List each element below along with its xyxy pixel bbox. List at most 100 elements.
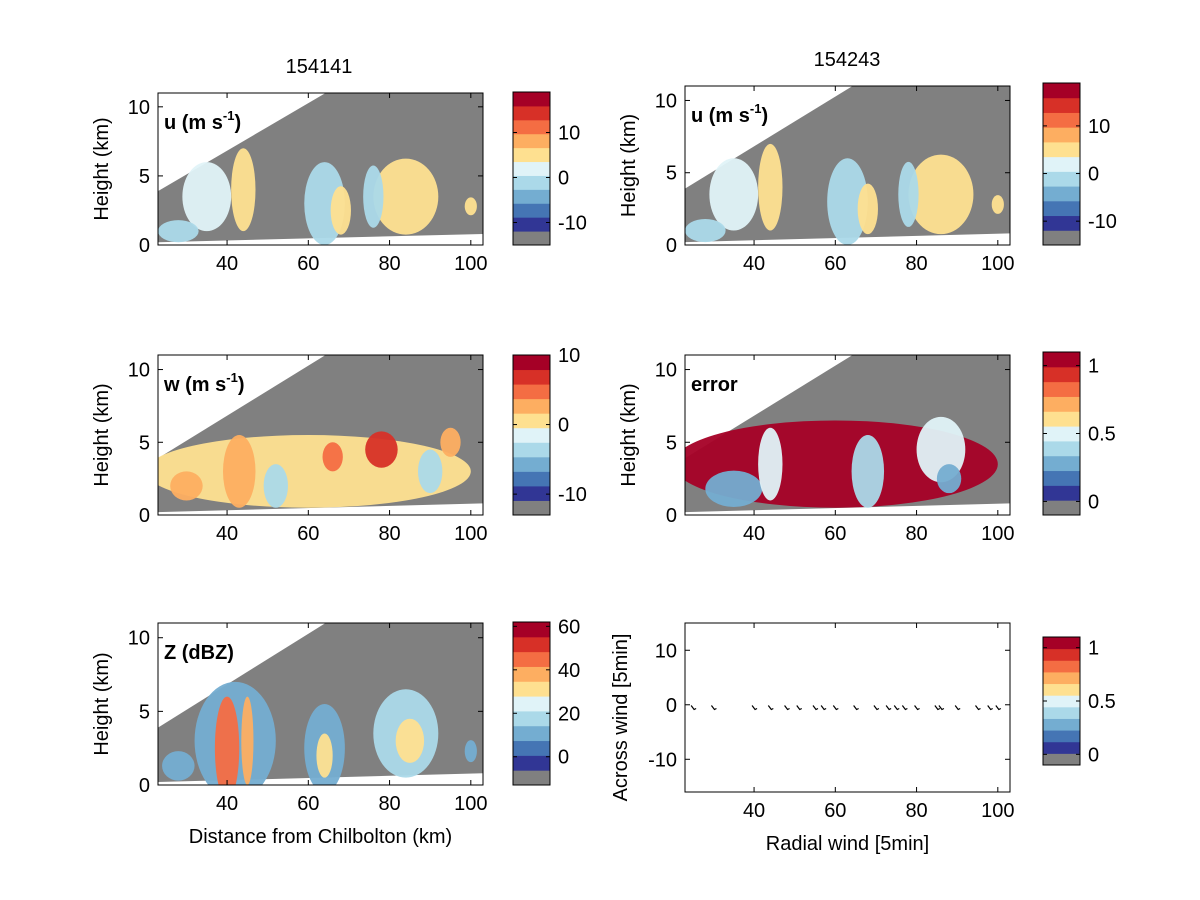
u-left-cb-tick-label-0: 10 — [558, 123, 580, 145]
u-left-xtick-label-0: 40 — [216, 253, 238, 275]
wind-right-arrow-5 — [796, 705, 803, 711]
u-right-echo-2 — [685, 218, 726, 243]
z-left-cb-tick-label-2: 20 — [558, 703, 580, 725]
u-left-xtick-label-2: 80 — [378, 253, 400, 275]
wind-right-colorbar-swatch-9 — [1043, 648, 1080, 661]
error-right-axes-frame — [684, 354, 1011, 516]
wind-right-arrow-19 — [987, 705, 993, 711]
title-left: 154141 — [286, 56, 353, 78]
u-right-echo-0 — [709, 158, 759, 231]
u-left-colorbar-swatch-10 — [513, 92, 550, 107]
u-right-colorbar-swatch-6 — [1043, 141, 1080, 158]
error-right-ytick-label-1: 5 — [666, 432, 677, 454]
error-right-colorbar-swatch-3 — [1043, 455, 1080, 472]
wind-right-arrow-18 — [975, 705, 981, 711]
wind-right-xtick-label-1: 60 — [824, 800, 846, 822]
error-right-panel-label: error — [691, 374, 738, 396]
error-right-colorbar-swatch-5 — [1043, 426, 1080, 442]
w-left-colorbar-swatch-8 — [513, 384, 550, 400]
wind-right-arrow-20 — [995, 705, 1002, 711]
u-right-axes-frame — [684, 85, 1011, 246]
wind-right-arrow-2 — [751, 705, 758, 711]
z-left-colorbar-swatch-8 — [513, 651, 550, 667]
wind-right-arrow-17 — [954, 705, 961, 711]
wind-right-axes-frame — [684, 622, 1011, 793]
z-left-cb-tick-label-1: 40 — [558, 660, 580, 682]
u-left-colorbar-swatch-6 — [513, 147, 550, 163]
wind-right-arrow-6 — [812, 705, 819, 711]
wind-right-arrow-12 — [893, 705, 900, 711]
w-left-cb-tick-label-1: 0 — [558, 415, 569, 437]
wind-right-arrow-8 — [832, 705, 839, 711]
z-left-echo-2 — [241, 696, 254, 785]
z-left-echo-4 — [316, 733, 333, 778]
wind-right-panel: Across wind [5min]40 60 80 100100-10Radial … — [610, 622, 1116, 855]
wind-right-ytick-label-2: -10 — [648, 749, 677, 771]
error-right-echo-1 — [705, 470, 763, 507]
error-right-colorbar-swatch-0 — [1043, 500, 1080, 516]
wind-right-arrow-1 — [710, 705, 717, 711]
wind-right-colorbar-swatch-0 — [1043, 753, 1080, 766]
z-left-cb-tick-label-0: 60 — [558, 616, 580, 638]
u-right-colorbar-swatch-10 — [1043, 83, 1080, 99]
wind-right-plot-area — [685, 623, 1010, 792]
u-right-colorbar-swatch-0 — [1043, 230, 1080, 246]
wind-right-ytick-label-0: 10 — [655, 640, 677, 662]
z-left-colorbar-swatch-4 — [513, 710, 550, 727]
w-left-colorbar-swatch-7 — [513, 398, 550, 414]
error-right-colorbar: 10.50 — [1042, 351, 1116, 516]
u-right-echo-3 — [827, 158, 868, 245]
u-left-ytick-label-1: 5 — [139, 166, 150, 188]
u-left-colorbar-swatch-8 — [513, 119, 550, 135]
u-left-echo-7 — [464, 197, 477, 216]
z-left-colorbar-swatch-0 — [513, 770, 550, 786]
u-left-colorbar-swatch-1 — [513, 217, 550, 232]
u-right-xtick-label-3: 100 — [981, 253, 1014, 275]
u-right-colorbar-swatch-8 — [1043, 112, 1080, 128]
w-left-echoes — [158, 427, 471, 508]
u-left-colorbar-swatch-3 — [513, 189, 550, 204]
error-right-echo-2 — [758, 427, 783, 501]
w-left-ytick-label-1: 5 — [139, 432, 150, 454]
u-right-echo-7 — [991, 195, 1004, 214]
w-left-echo-6 — [170, 471, 203, 501]
error-right-colorbar-swatch-8 — [1043, 381, 1080, 397]
error-right-xtick-label-2: 80 — [905, 523, 927, 545]
w-left-cb-tick-label-2: -10 — [558, 484, 587, 506]
z-left-xtick-label-0: 40 — [216, 793, 238, 815]
wind-right-arrow-15 — [934, 705, 941, 711]
u-left-colorbar-frame — [512, 91, 551, 246]
title-right: 154243 — [814, 49, 881, 71]
wind-right-arrow-0 — [690, 705, 697, 711]
w-left-xtick-label-2: 80 — [378, 523, 400, 545]
z-left-cb-tick-label-3: 0 — [558, 747, 569, 769]
wind-right-colorbar: 10.50 — [1042, 636, 1116, 766]
error-right-cb-tick-label-2: 0 — [1088, 491, 1099, 513]
u-left-colorbar-swatch-9 — [513, 105, 550, 121]
z-left-xtick-label-2: 80 — [378, 793, 400, 815]
u-right-colorbar: 10 0 -10 — [1042, 82, 1117, 246]
u-right-ytick-label-2: 10 — [655, 90, 677, 112]
wind-right-colorbar-swatch-10 — [1043, 637, 1080, 650]
u-right-colorbar-frame — [1042, 82, 1081, 246]
w-left-echo-3 — [322, 442, 343, 472]
u-left-xtick-label-1: 60 — [297, 253, 319, 275]
z-left-colorbar-swatch-9 — [513, 636, 550, 653]
z-left-xtick-label-3: 100 — [454, 793, 487, 815]
z-left-echo-6 — [395, 718, 425, 763]
u-left-ylabel: Height (km) — [91, 117, 113, 220]
z-left-echo-7 — [464, 740, 477, 763]
error-right-echoes — [685, 416, 998, 508]
u-right-xtick-label-2: 80 — [905, 253, 927, 275]
u-right-cb-tick-label-1: 0 — [1088, 164, 1099, 186]
error-right-colorbar-swatch-6 — [1043, 411, 1080, 427]
z-left-colorbar-swatch-6 — [513, 681, 550, 697]
u-left-colorbar-swatch-5 — [513, 161, 550, 176]
u-left-echo-2 — [158, 220, 199, 243]
w-left-colorbar-swatch-5 — [513, 427, 550, 443]
error-right-echo-5 — [936, 464, 962, 494]
w-left-ylabel: Height (km) — [91, 383, 113, 486]
wind-right-cb-tick-label-1: 0.5 — [1088, 691, 1116, 713]
